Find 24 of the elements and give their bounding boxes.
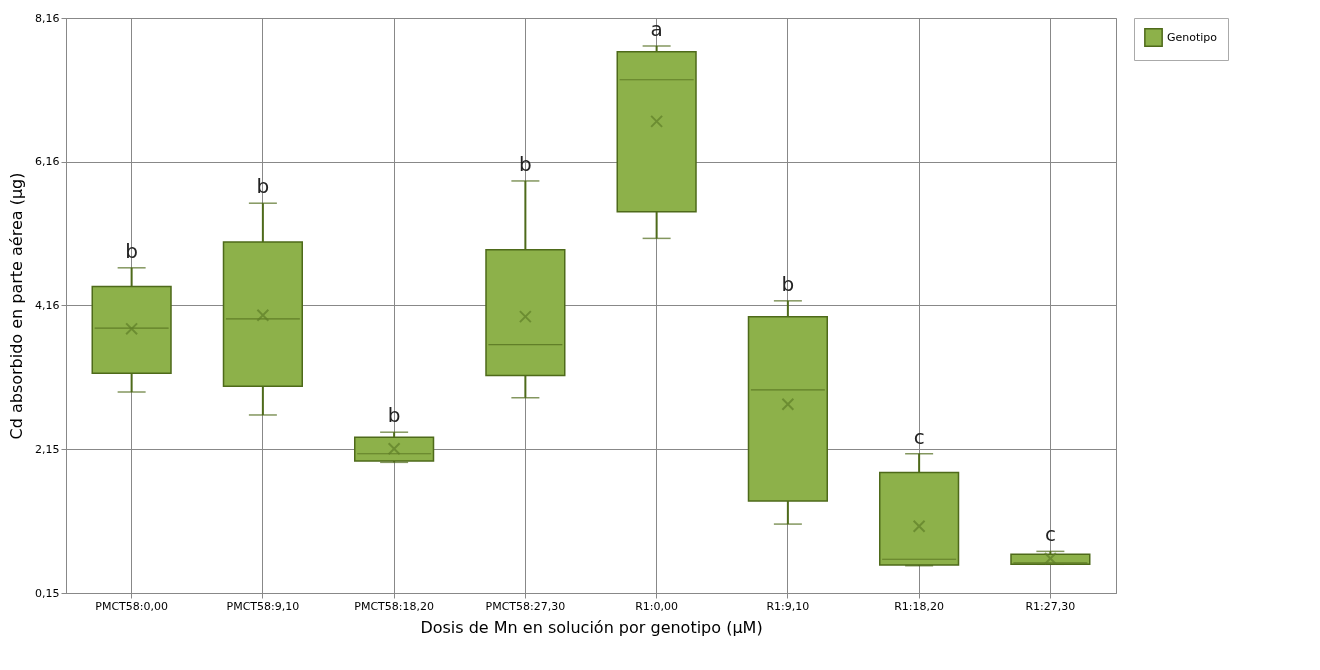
x-tick-label: PMCT58:18,20: [354, 599, 434, 613]
annotation: b: [519, 151, 532, 176]
legend-label: Genotipo: [1167, 30, 1218, 44]
y-tick-label: 0,15: [35, 586, 60, 600]
x-tick-label: R1:0,00: [635, 599, 679, 613]
annotation: c: [1044, 522, 1056, 547]
x-tick-label: PMCT58:0,00: [95, 599, 168, 613]
annotation: c: [913, 424, 925, 449]
annotation: b: [387, 403, 401, 428]
x-tick-label: R1:18,20: [894, 599, 945, 613]
x-tick-label: PMCT58:9,10: [226, 599, 300, 613]
x-tick-label: R1:9,10: [766, 599, 810, 613]
y-tick-label: 6,16: [35, 155, 60, 169]
annotation: b: [256, 174, 270, 199]
y-axis-title: Cd absorbido en parte aérea (µg): [7, 172, 27, 440]
x-tick-label: R1:27,30: [1025, 599, 1076, 613]
annotation: b: [781, 271, 795, 296]
annotation: b: [125, 238, 138, 263]
y-tick-label: 4,16: [35, 298, 60, 312]
x-tick-label: PMCT58:27,30: [485, 599, 566, 613]
y-tick-label: 8,16: [35, 11, 60, 25]
x-axis-title: Dosis de Mn en solución por genotipo (µM): [420, 617, 763, 637]
y-tick-label: 2,15: [35, 442, 60, 456]
annotation: a: [650, 17, 663, 41]
